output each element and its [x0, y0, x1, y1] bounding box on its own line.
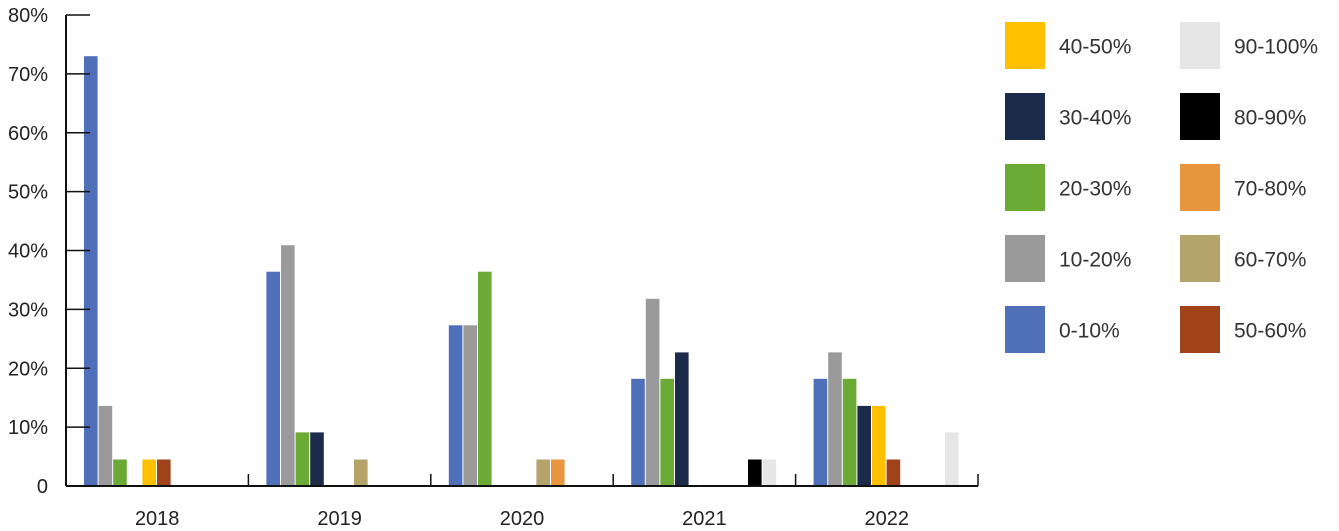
legend-label: 90-100%: [1234, 36, 1318, 59]
legend-swatch: [1005, 164, 1045, 211]
y-tick-label: 70%: [8, 64, 48, 86]
bars-layer: [84, 56, 959, 486]
bar: [536, 459, 550, 486]
y-tick-label: 40%: [8, 241, 48, 263]
legend-swatch: [1180, 306, 1220, 353]
bar: [113, 459, 127, 486]
legend-swatch: [1005, 306, 1045, 353]
y-tick-label: 0: [37, 476, 48, 498]
legend-label: 70-80%: [1234, 178, 1306, 201]
axes-layer: 0 10% 20% 30% 40% 50% 60% 70% 80% 2018 2019 2020 202…: [8, 5, 979, 530]
bar: [945, 432, 959, 486]
legend-swatch: [1180, 164, 1220, 211]
bar: [551, 459, 565, 486]
legend-swatch: [1180, 93, 1220, 140]
y-tick-label: 10%: [8, 417, 48, 439]
bar: [463, 325, 477, 486]
bar: [828, 352, 842, 486]
x-tick-label: 2018: [135, 508, 180, 530]
x-tick-label: 2021: [682, 508, 727, 530]
bar: [281, 245, 295, 486]
bar: [295, 432, 310, 486]
bar: [84, 56, 98, 486]
y-tick-label: 80%: [8, 5, 48, 27]
bar: [660, 378, 674, 486]
legend-swatch: [1005, 93, 1045, 140]
bar: [354, 459, 368, 486]
x-tick-label: 2022: [865, 508, 910, 530]
bar: [748, 459, 762, 486]
legend-label: 20-30%: [1059, 178, 1131, 201]
bar: [157, 459, 171, 486]
legend-swatch: [1180, 235, 1220, 282]
legend: 40-50% 30-40% 20-30% 10-20% 0-10% 90-100% 80-9…: [1005, 22, 1318, 353]
legend-swatch: [1005, 22, 1045, 69]
legend-label: 30-40%: [1059, 107, 1131, 130]
x-tick-label: 2020: [500, 508, 545, 530]
y-tick-label: 50%: [8, 182, 48, 204]
bar: [886, 459, 901, 486]
bar: [872, 405, 886, 486]
y-tick-label: 30%: [8, 299, 48, 321]
bar: [762, 459, 777, 486]
bar: [645, 298, 660, 486]
legend-label: 60-70%: [1234, 249, 1306, 272]
legend-label: 80-90%: [1234, 107, 1306, 130]
x-tick-label: 2019: [317, 508, 362, 530]
bar: [631, 378, 645, 486]
legend-label: 40-50%: [1059, 36, 1131, 59]
bar: [98, 405, 113, 486]
bar: [813, 378, 828, 486]
y-tick-label: 20%: [8, 358, 48, 380]
legend-swatch: [1180, 22, 1220, 69]
legend-label: 10-20%: [1059, 249, 1131, 272]
bar: [266, 271, 280, 486]
y-tick-label: 60%: [8, 123, 48, 145]
bar: [675, 352, 689, 486]
legend-label: 50-60%: [1234, 320, 1306, 343]
bar: [857, 405, 871, 486]
bar: [448, 325, 463, 486]
legend-swatch: [1005, 235, 1045, 282]
bar: [310, 432, 324, 486]
bar: [842, 378, 857, 486]
bar: [142, 459, 156, 486]
legend-label: 0-10%: [1059, 320, 1120, 343]
bar: [478, 271, 492, 486]
